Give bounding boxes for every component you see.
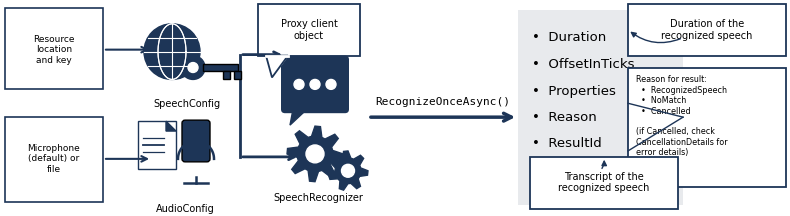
Text: Reason for result:
  •  RecognizedSpeech
  •  NoMatch
  •  Cancelled

(if Cancel: Reason for result: • RecognizedSpeech • … — [636, 75, 728, 157]
Text: RecognizeOnceAsync(): RecognizeOnceAsync() — [375, 97, 510, 107]
FancyBboxPatch shape — [628, 68, 786, 187]
Circle shape — [310, 79, 320, 89]
Circle shape — [188, 63, 198, 73]
Text: SpeechRecognizer: SpeechRecognizer — [273, 193, 363, 203]
Text: AudioConfig: AudioConfig — [156, 203, 214, 214]
Text: •  Text: • Text — [532, 164, 575, 177]
FancyBboxPatch shape — [628, 4, 786, 56]
Polygon shape — [287, 126, 343, 182]
Polygon shape — [266, 56, 288, 78]
Text: Microphone
(default) or
file: Microphone (default) or file — [28, 144, 81, 174]
FancyBboxPatch shape — [234, 71, 241, 79]
Circle shape — [306, 145, 324, 163]
Text: Proxy client
object: Proxy client object — [280, 19, 337, 41]
FancyBboxPatch shape — [258, 4, 360, 56]
Circle shape — [341, 164, 355, 177]
Text: SpeechConfig: SpeechConfig — [153, 99, 220, 109]
Polygon shape — [166, 121, 176, 131]
Text: •  Duration: • Duration — [532, 31, 606, 44]
FancyBboxPatch shape — [530, 157, 678, 208]
Text: •  Properties: • Properties — [532, 85, 616, 98]
Text: Resource
location
and key: Resource location and key — [33, 35, 75, 65]
Polygon shape — [329, 151, 368, 190]
FancyBboxPatch shape — [281, 56, 349, 113]
Text: Transcript of the
recognized speech: Transcript of the recognized speech — [559, 172, 649, 194]
Circle shape — [326, 79, 336, 89]
Circle shape — [181, 56, 205, 79]
FancyBboxPatch shape — [5, 117, 103, 202]
FancyBboxPatch shape — [182, 120, 210, 162]
Text: •  ResultId: • ResultId — [532, 137, 602, 151]
FancyBboxPatch shape — [5, 8, 103, 89]
Circle shape — [294, 79, 304, 89]
Circle shape — [144, 24, 200, 79]
Polygon shape — [290, 109, 307, 125]
Text: •  Reason: • Reason — [532, 111, 596, 124]
FancyBboxPatch shape — [518, 10, 683, 205]
FancyBboxPatch shape — [138, 121, 176, 169]
FancyBboxPatch shape — [223, 71, 230, 79]
FancyBboxPatch shape — [203, 64, 238, 71]
Text: Duration of the
recognized speech: Duration of the recognized speech — [661, 19, 753, 41]
Text: •  OffsetInTicks: • OffsetInTicks — [532, 58, 634, 71]
